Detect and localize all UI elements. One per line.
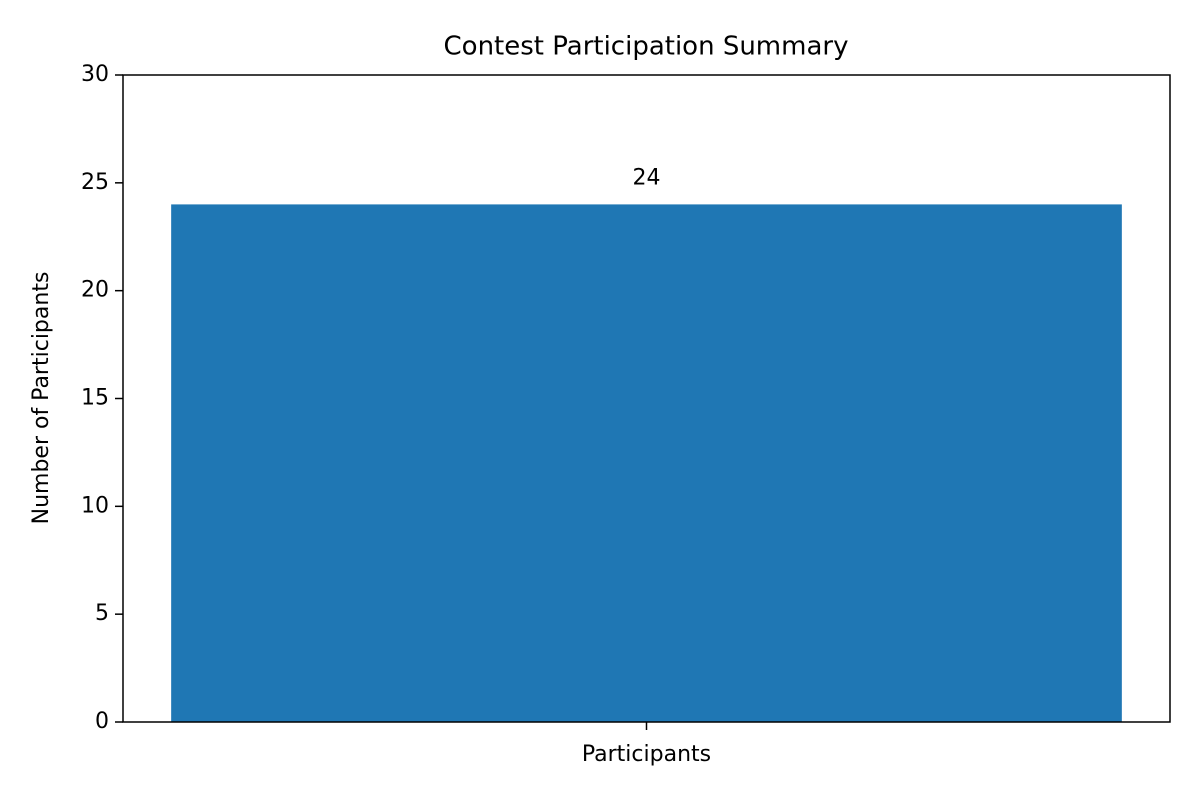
y-tick-label: 0 bbox=[95, 709, 109, 734]
chart-title: Contest Participation Summary bbox=[444, 32, 849, 62]
y-tick-label: 25 bbox=[81, 170, 109, 195]
y-tick-label: 30 bbox=[81, 62, 109, 87]
y-tick-label: 20 bbox=[81, 278, 109, 303]
data-label: 24 bbox=[633, 165, 661, 190]
plot-frame bbox=[122, 74, 1171, 723]
y-tick-label: 5 bbox=[95, 601, 109, 626]
bar bbox=[171, 204, 1122, 722]
y-axis-label: Number of Participants bbox=[29, 272, 54, 525]
y-tick-label: 10 bbox=[81, 493, 109, 518]
x-tick-label: Participants bbox=[582, 742, 711, 767]
y-tick-label: 15 bbox=[81, 386, 109, 411]
